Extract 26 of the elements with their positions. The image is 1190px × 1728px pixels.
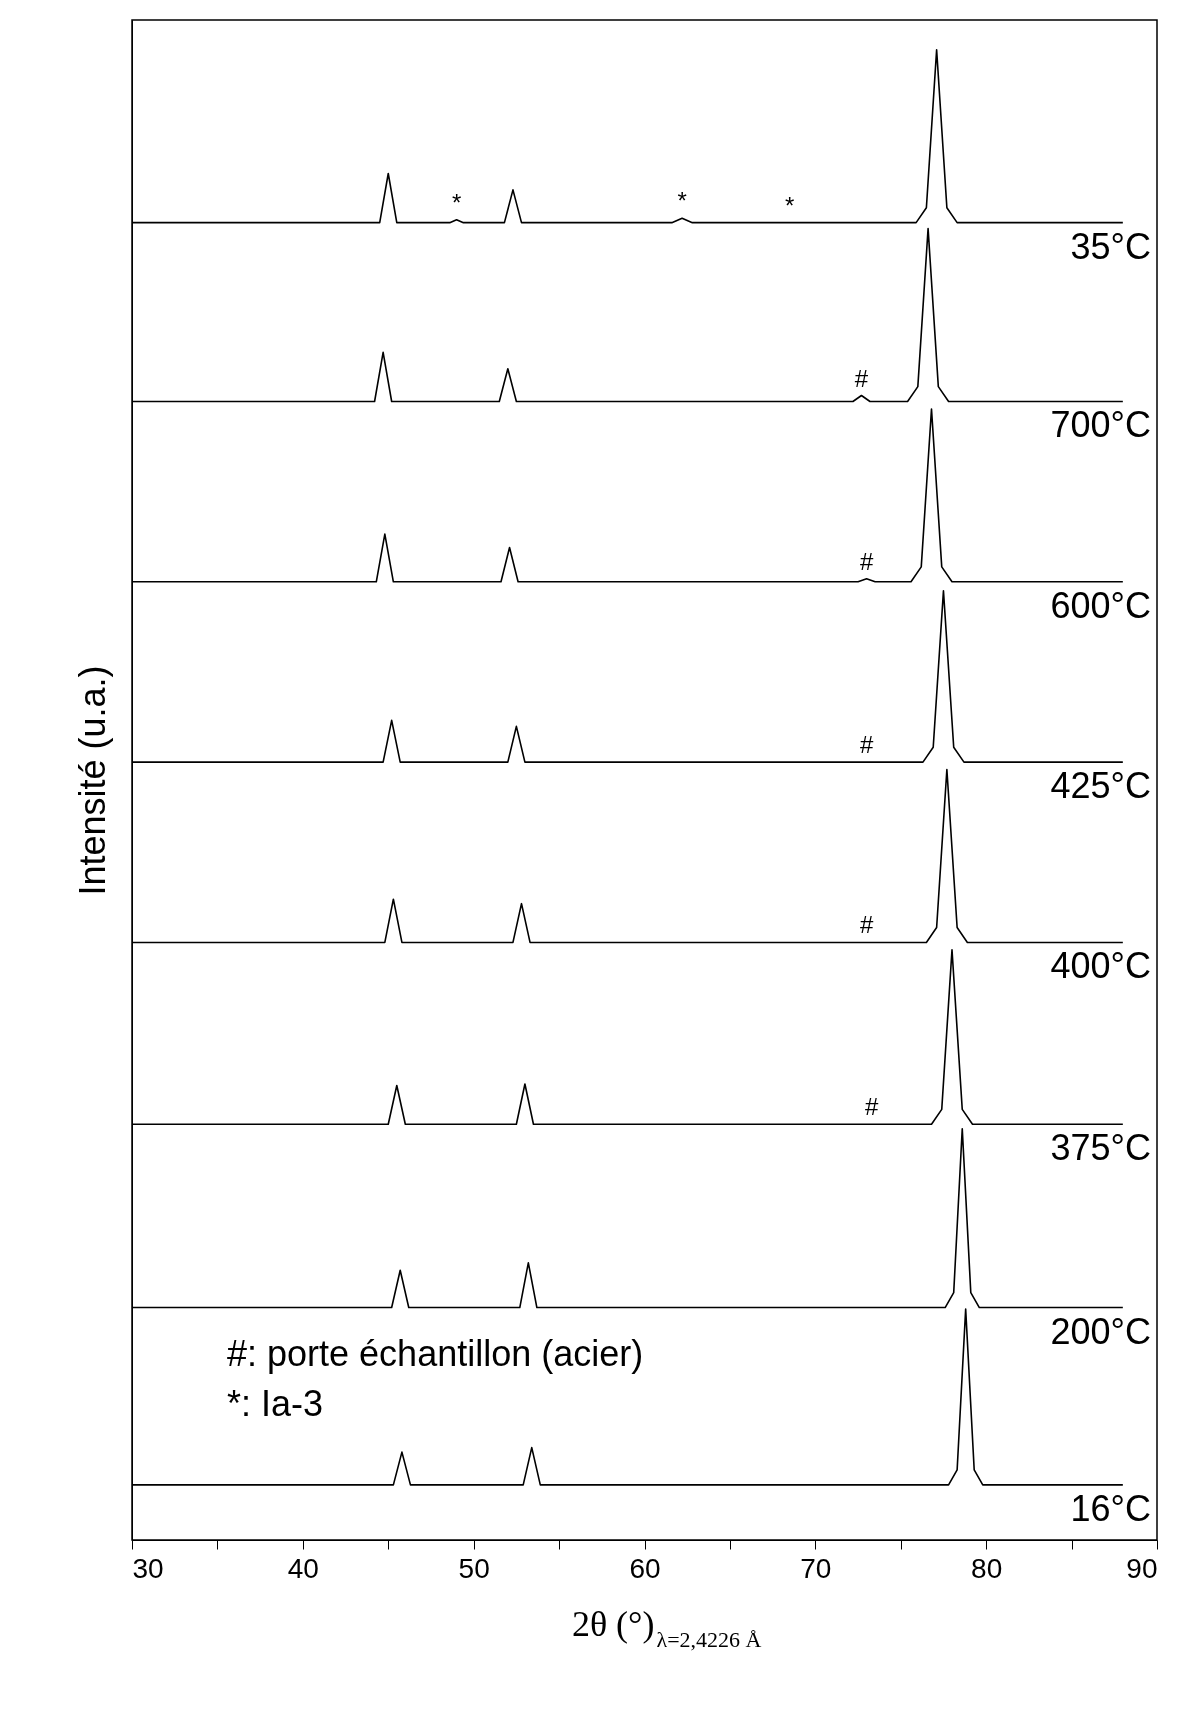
x-tick-label: 30 <box>132 1552 164 1584</box>
x-tick-label: 50 <box>458 1552 490 1584</box>
annotation: #: porte échantillon (acier) <box>227 1332 644 1374</box>
annotation: *: Ia-3 <box>227 1382 324 1424</box>
annotation: # <box>859 731 874 759</box>
series-label: 425°C <box>1050 765 1151 807</box>
annotation: # <box>854 364 869 392</box>
annotation: # <box>859 911 874 939</box>
annotation: # <box>865 1093 880 1121</box>
x-tick-label: 70 <box>800 1552 832 1584</box>
series-label: 600°C <box>1050 584 1151 626</box>
annotation: * <box>785 191 795 219</box>
annotation: * <box>677 187 687 215</box>
x-tick-label: 80 <box>971 1552 1003 1584</box>
annotation: * <box>451 188 462 216</box>
x-tick-label: 90 <box>1126 1552 1158 1584</box>
series-label: 200°C <box>1050 1310 1151 1352</box>
annotation: # <box>859 547 874 575</box>
y-axis-title: Intensité (u.a.) <box>71 665 113 896</box>
series-label: 35°C <box>1070 225 1151 267</box>
x-tick-label: 60 <box>629 1552 661 1584</box>
series-label: 400°C <box>1050 945 1151 987</box>
x-tick-label: 40 <box>287 1552 319 1584</box>
series-label: 700°C <box>1050 404 1151 446</box>
series-label: 16°C <box>1070 1487 1151 1529</box>
series-label: 375°C <box>1050 1127 1151 1169</box>
